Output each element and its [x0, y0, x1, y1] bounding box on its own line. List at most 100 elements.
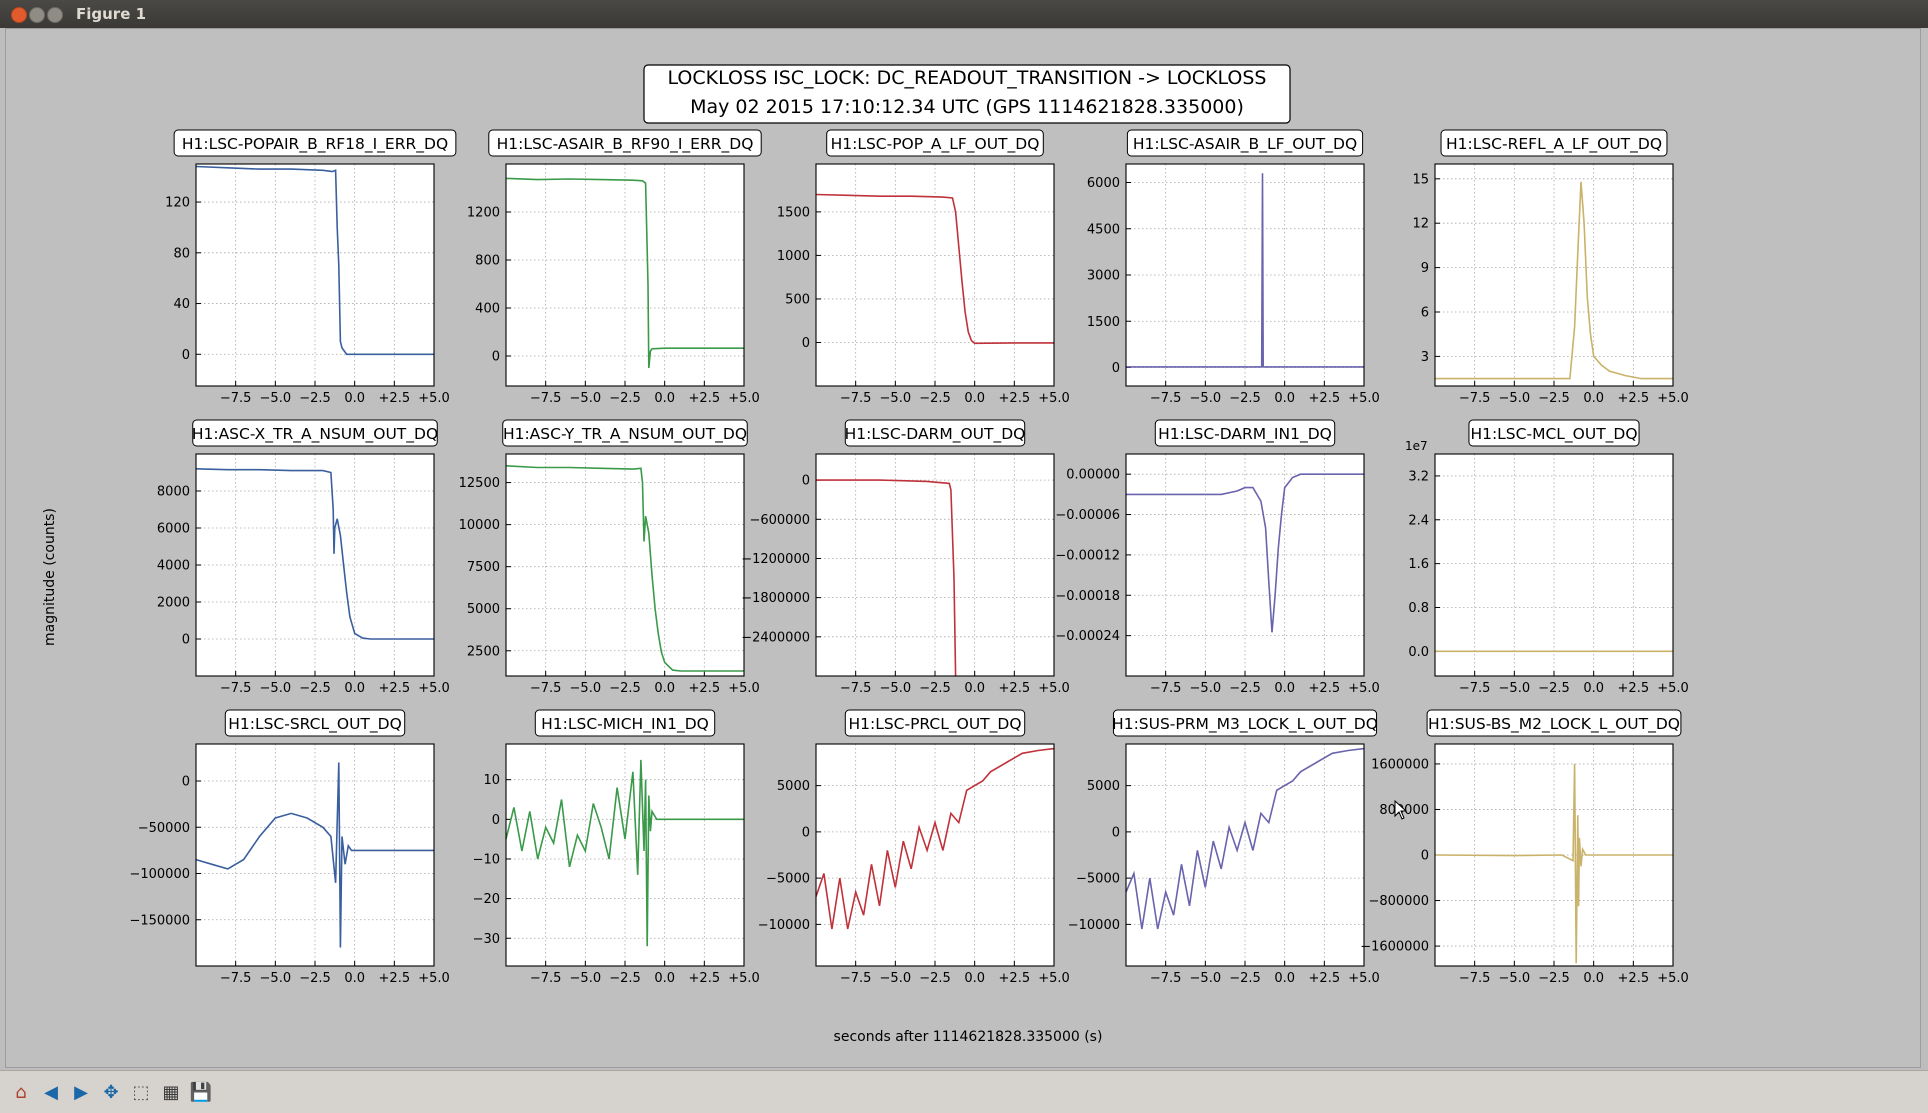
subplot-panel: −7.5 −5.0 −2.5 0.0 +2.5 +5.0 0 40 80 120 H1:LSC-PO…	[165, 129, 457, 406]
x-tick-label: 0.0	[1274, 391, 1295, 406]
subplots-icon: ▦	[162, 1081, 180, 1103]
x-tick-label: −5.0	[880, 681, 912, 696]
x-tick-label: −5.0	[1190, 681, 1222, 696]
x-tick-label: 0.0	[1274, 971, 1295, 986]
window-title: Figure 1	[76, 5, 147, 23]
y-tick-label: 0	[1112, 361, 1120, 376]
zoom-button[interactable]: ⬚	[128, 1079, 154, 1105]
y-tick-label: 8000	[157, 485, 190, 500]
y-tick-label: 400	[475, 302, 500, 317]
x-tick-label: −5.0	[260, 681, 292, 696]
y-tick-label: 2000	[157, 596, 190, 611]
back-button[interactable]: ◀	[38, 1079, 64, 1105]
x-tick-label: −2.5	[919, 391, 951, 406]
x-tick-label: −5.0	[570, 971, 602, 986]
figure-svg: LOCKLOSS ISC_LOCK: DC_READOUT_TRANSITION…	[42, 64, 1689, 1045]
x-tick-label: −2.5	[919, 971, 951, 986]
y-tick-label: 0	[492, 813, 500, 828]
subplot-panel: −7.5 −5.0 −2.5 0.0 +2.5 +5.0 3 6 9 12 15 H1:LSC-REF…	[1412, 129, 1689, 406]
x-tick-label: −2.5	[1229, 391, 1261, 406]
x-tick-label: +5.0	[1657, 971, 1689, 986]
x-tick-label: +2.5	[1618, 971, 1650, 986]
pan-button[interactable]: ✥	[98, 1079, 124, 1105]
y-tick-label: −0.00012	[1055, 548, 1120, 563]
subplot-title: H1:LSC-MICH_IN1_DQ	[541, 715, 709, 734]
x-tick-label: +2.5	[999, 391, 1031, 406]
x-tick-label: −2.5	[299, 971, 331, 986]
x-tick-label: −2.5	[919, 681, 951, 696]
y-tick-label: −10000	[758, 918, 810, 933]
y-tick-label: 3000	[1087, 269, 1120, 284]
y-tick-label: −50000	[138, 821, 190, 836]
y-tick-label: 0.0	[1408, 645, 1429, 660]
y-tick-label: 0	[802, 474, 810, 489]
x-tick-label: +2.5	[1309, 391, 1341, 406]
x-tick-label: −7.5	[530, 971, 562, 986]
y-tick-label: 2500	[467, 644, 500, 659]
x-tick-label: 0.0	[344, 391, 365, 406]
series-line	[505, 177, 744, 369]
maximize-window-button[interactable]	[47, 7, 63, 23]
configure-subplots-button[interactable]: ▦	[158, 1079, 184, 1105]
y-tick-label: 0	[182, 633, 190, 648]
series-line	[505, 759, 744, 947]
y-tick-label: 0	[1421, 849, 1429, 864]
x-tick-label: −7.5	[840, 681, 872, 696]
plot-frame	[505, 163, 745, 387]
y-tick-label: 5000	[777, 779, 810, 794]
y-tick-label: −30	[473, 932, 500, 947]
subplot-title: H1:SUS-PRM_M3_LOCK_L_OUT_DQ	[1112, 715, 1378, 734]
x-tick-label: +2.5	[1309, 681, 1341, 696]
x-tick-label: −7.5	[530, 391, 562, 406]
y-tick-label: 0	[182, 348, 190, 363]
home-button[interactable]: ⌂	[8, 1079, 34, 1105]
x-tick-label: +2.5	[999, 971, 1031, 986]
subplot-title-box	[1126, 129, 1364, 157]
subplot-title-box	[1426, 709, 1682, 737]
mouse-cursor-icon	[1394, 799, 1408, 824]
x-tick-label: −5.0	[880, 391, 912, 406]
subplot-title-box	[224, 709, 406, 737]
subplot-panel: −7.5 −5.0 −2.5 0.0 +2.5 +5.0 0.00000 −0.00006 −0…	[1055, 419, 1380, 696]
x-tick-label: +5.0	[728, 391, 760, 406]
x-tick-label: −2.5	[299, 391, 331, 406]
x-tick-label: −2.5	[1538, 391, 1570, 406]
subplot-title-box	[844, 419, 1026, 447]
series-line	[1435, 181, 1673, 380]
x-tick-label: +5.0	[1348, 391, 1380, 406]
series-line	[815, 747, 1055, 930]
x-tick-label: +5.0	[1657, 391, 1689, 406]
y-tick-label: 15	[1412, 172, 1429, 187]
minimize-window-button[interactable]	[29, 7, 45, 23]
series-line	[1126, 173, 1364, 368]
y-tick-label: 0	[182, 775, 190, 790]
series-line	[1434, 763, 1673, 964]
x-tick-label: −5.0	[1499, 971, 1531, 986]
plot-frame	[1125, 163, 1365, 387]
subplot-title: H1:ASC-Y_TR_A_NSUM_OUT_DQ	[503, 425, 747, 444]
x-tick-label: 0.0	[654, 681, 675, 696]
y-tick-label: 0	[802, 336, 810, 351]
y-tick-label: 0.8	[1408, 601, 1429, 616]
subplot-title: H1:LSC-REFL_A_LF_OUT_DQ	[1446, 135, 1662, 154]
x-tick-label: +2.5	[689, 681, 721, 696]
subplot-panel: −7.5 −5.0 −2.5 0.0 +2.5 +5.0 2500 5000 7500 10000…	[459, 419, 760, 696]
forward-arrow-icon: ▶	[74, 1081, 88, 1103]
y-tick-label: −5000	[766, 872, 810, 887]
subplot-panel: −7.5 −5.0 −2.5 0.0 +2.5 +5.0 5000 0 −5000 −10000 H…	[758, 709, 1070, 986]
save-button[interactable]: 💾	[188, 1079, 214, 1105]
figure-canvas[interactable]: LOCKLOSS ISC_LOCK: DC_READOUT_TRANSITION…	[5, 28, 1921, 1068]
x-tick-label: −5.0	[1190, 971, 1222, 986]
x-tick-label: +5.0	[418, 971, 450, 986]
subplot-grid: −7.5 −5.0 −2.5 0.0 +2.5 +5.004080120H1:LSC-PO…	[129, 129, 1689, 986]
subplot-title: H1:LSC-POPAIR_B_RF18_I_ERR_DQ	[182, 135, 448, 154]
subplot-title: H1:LSC-ASAIR_B_LF_OUT_DQ	[1133, 135, 1357, 154]
x-tick-label: −2.5	[1229, 971, 1261, 986]
y-tick-label: 2.4	[1408, 513, 1429, 528]
plot-frame	[815, 743, 1055, 967]
close-window-button[interactable]	[11, 7, 27, 23]
x-tick-label: 0.0	[344, 681, 365, 696]
series-line	[195, 165, 434, 356]
forward-button[interactable]: ▶	[68, 1079, 94, 1105]
subplot-panel: −7.5 −5.0 −2.5 0.0 +2.5 +5.0 0 2000 4000 6000 8000…	[157, 419, 450, 696]
